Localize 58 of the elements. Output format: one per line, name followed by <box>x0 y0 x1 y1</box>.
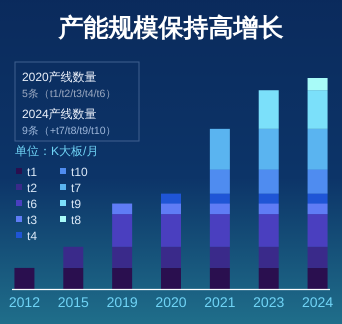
bar <box>308 204 328 214</box>
bar <box>63 268 84 289</box>
bar <box>210 194 230 204</box>
bar <box>112 204 132 214</box>
bar <box>112 214 132 247</box>
bar <box>161 246 181 268</box>
bar <box>308 170 328 194</box>
legend-label: t2 <box>27 181 38 195</box>
legend-label: t3 <box>27 213 38 227</box>
bar <box>161 214 181 247</box>
chart-title: 产能规模保持高增长 <box>58 14 284 42</box>
bar <box>210 214 230 247</box>
bar <box>210 268 230 289</box>
annotation: 9条（+t7/t8/t9/t10） <box>22 125 117 137</box>
bar <box>308 128 328 170</box>
bar <box>308 78 328 90</box>
x-tick-label: 2015 <box>58 294 90 310</box>
bar <box>308 268 328 289</box>
bar <box>258 128 279 170</box>
bar <box>258 194 279 204</box>
legend-label: t9 <box>71 197 82 211</box>
annotation: 5条（t1/t2/t3/t4/t6） <box>22 88 116 100</box>
bar <box>258 90 279 129</box>
bar <box>258 204 279 214</box>
bar <box>161 268 181 289</box>
bar <box>14 268 34 289</box>
x-tick-label: 2024 <box>302 294 334 310</box>
annotation: 单位：K大板/月 <box>15 144 98 158</box>
bar <box>210 128 230 170</box>
bar <box>112 246 132 268</box>
x-tick-label: 2019 <box>106 294 138 310</box>
legend-label: t10 <box>71 165 88 179</box>
legend-label: t1 <box>27 165 38 179</box>
bar <box>112 268 132 289</box>
bar <box>258 214 279 247</box>
x-tick-label: 2021 <box>204 294 236 310</box>
annotation: 2020产线数量 <box>22 70 97 84</box>
legend-label: t6 <box>27 197 38 211</box>
bar <box>258 246 279 268</box>
bar <box>308 90 328 129</box>
x-tick-label: 2012 <box>8 294 40 310</box>
bar <box>210 170 230 194</box>
bar <box>308 246 328 268</box>
bar <box>63 246 84 268</box>
annotation: 2024产线数量 <box>22 107 97 121</box>
legend-label: t7 <box>71 181 82 195</box>
bar <box>258 268 279 289</box>
legend-label: t8 <box>71 213 82 227</box>
bar <box>210 246 230 268</box>
bar <box>308 214 328 247</box>
x-tick-label: 2023 <box>253 294 284 310</box>
x-tick-label: 2020 <box>155 294 187 310</box>
bar <box>161 194 181 204</box>
bar <box>161 204 181 214</box>
legend-label: t4 <box>27 229 38 243</box>
bar <box>308 194 328 204</box>
bar <box>210 204 230 214</box>
bar <box>258 170 279 194</box>
